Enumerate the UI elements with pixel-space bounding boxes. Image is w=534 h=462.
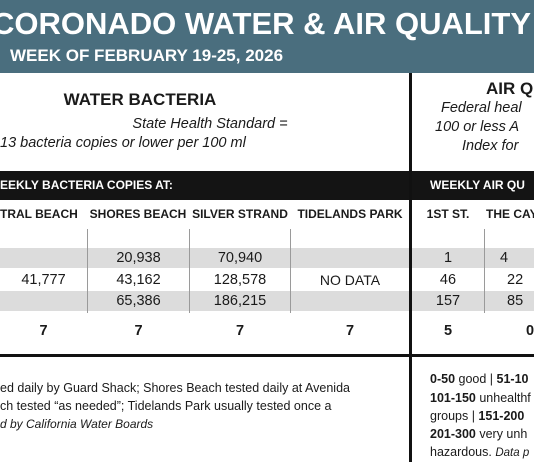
table-cell <box>291 248 409 268</box>
table-cell: 70,940 <box>217 250 263 266</box>
grid-line <box>87 229 88 313</box>
water-total-tidelands: 7 <box>345 323 355 339</box>
table-cell: 22 <box>507 272 524 288</box>
water-row-shade <box>0 248 409 268</box>
grid-line <box>484 229 485 313</box>
water-bar-label: EEKLY BACTERIA COPIES AT: <box>0 178 173 192</box>
col-tidelands-park: TIDELANDS PARK <box>297 207 403 221</box>
water-total-silver: 7 <box>235 323 245 339</box>
air-bar: WEEKLY AIR QU <box>412 171 534 200</box>
aqi-scale-line1: 0-50 good | 51-10 <box>430 372 529 386</box>
air-standard-line2: 100 or less A <box>435 119 520 135</box>
water-note-line2: ch tested “as needed”; Tidelands Park us… <box>0 399 332 413</box>
water-standard-line1: State Health Standard = <box>132 116 288 132</box>
col-1st-st: 1ST ST. <box>426 207 470 221</box>
table-cell: 157 <box>435 293 461 309</box>
water-note-line1: ed daily by Guard Shack; Shores Beach te… <box>0 381 350 395</box>
table-cell: 41,777 <box>21 272 66 288</box>
air-row-shade <box>412 291 534 311</box>
table-cell: 186,215 <box>213 293 267 309</box>
air-bar-label: WEEKLY AIR QU <box>430 178 525 192</box>
aqi-scale-line3: groups | 151-200 <box>430 409 525 423</box>
grid-line <box>290 229 291 313</box>
table-cell <box>0 248 87 268</box>
water-bar: EEKLY BACTERIA COPIES AT: <box>0 171 409 200</box>
water-row-shade <box>0 291 409 311</box>
water-total-shores: 7 <box>134 323 143 339</box>
table-cell: 46 <box>439 272 457 288</box>
table-cell: 65,386 <box>116 293 161 309</box>
page-title: CORONADO WATER & AIR QUALITY R <box>0 6 534 41</box>
air-total-1st: 5 <box>443 323 453 339</box>
table-cell: NO DATA <box>319 272 381 288</box>
week-subtitle: WEEK OF FEBRUARY 19-25, 2026 <box>10 46 284 65</box>
col-silver-strand: SILVER STRAND <box>192 207 288 221</box>
col-shores-beach: SHORES BEACH <box>89 207 187 221</box>
col-central-beach: TRAL BEACH <box>0 207 78 221</box>
table-cell: 4 <box>500 250 509 266</box>
air-total-cay: 0 <box>526 323 534 339</box>
aqi-scale-line4: 201-300 very unh <box>430 427 528 441</box>
aqi-scale-line5: hazardous. Data p <box>430 445 530 459</box>
air-standard-line1: Federal heal <box>441 100 522 116</box>
water-total-central: 7 <box>39 323 48 339</box>
air-row-shade <box>412 248 534 268</box>
water-note-source: d by California Water Boards <box>0 417 154 431</box>
col-the-cay: THE CAY <box>486 207 534 221</box>
air-standard-line3: Index for <box>462 138 519 154</box>
water-standard-line2: 13 bacteria copies or lower per 100 ml <box>0 135 246 151</box>
aqi-scale-line2: 101-150 unhealthf <box>430 391 531 405</box>
air-heading: AIR Q <box>486 79 534 98</box>
table-bottom-rule <box>0 354 534 357</box>
table-cell: 128,578 <box>213 272 267 288</box>
table-cell <box>291 291 409 311</box>
table-cell: 20,938 <box>116 250 161 266</box>
grid-line <box>189 229 190 313</box>
table-cell: 85 <box>507 293 524 309</box>
table-cell <box>0 291 87 311</box>
water-heading: WATER BACTERIA <box>63 90 217 109</box>
header-banner: CORONADO WATER & AIR QUALITY R WEEK OF F… <box>0 0 534 73</box>
table-cell: 1 <box>443 250 453 266</box>
section-divider <box>409 73 412 462</box>
table-cell: 43,162 <box>116 272 161 288</box>
